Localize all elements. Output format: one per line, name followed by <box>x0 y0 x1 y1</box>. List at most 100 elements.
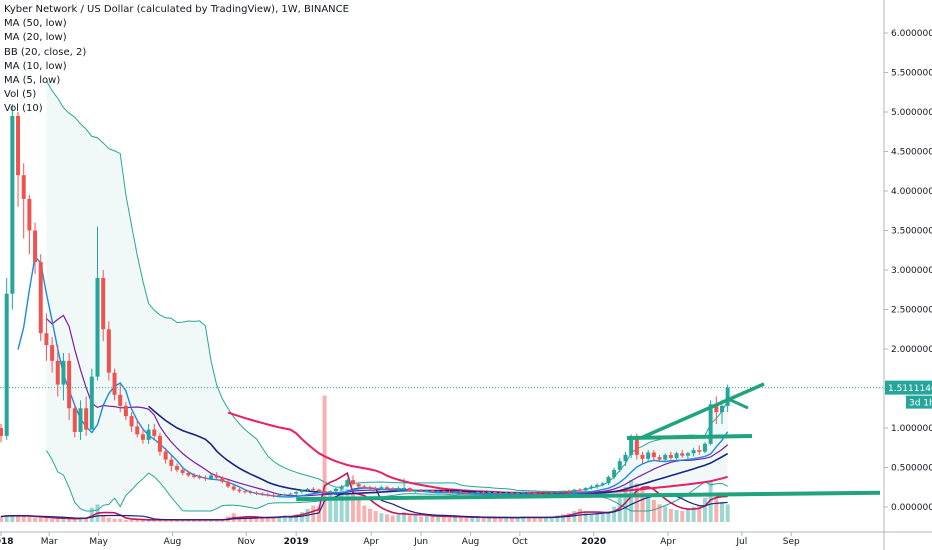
indicator-ma50[interactable]: MA (50, low) <box>4 18 67 30</box>
volume-bar <box>657 504 662 522</box>
volume-bar <box>350 494 355 522</box>
candle-body <box>180 469 185 474</box>
volume-bar <box>470 517 475 522</box>
candle-body <box>305 488 310 491</box>
indicator-vol10[interactable]: Vol (10) <box>4 103 43 115</box>
trendlines <box>0 382 884 502</box>
volume-bar <box>685 508 690 522</box>
candle-body <box>617 461 622 470</box>
candle-body <box>220 477 225 482</box>
volume-bar <box>322 395 327 522</box>
volume-bar <box>447 517 452 522</box>
volume-bar <box>106 517 111 522</box>
volume-bar <box>651 500 656 522</box>
volume-bar <box>390 515 395 522</box>
volume-bar <box>526 517 531 522</box>
candle-body <box>38 262 43 334</box>
x-tick-label: Aug <box>462 537 480 547</box>
candle-body <box>612 469 617 477</box>
volume-bar <box>67 518 72 522</box>
volume-bar <box>561 514 566 522</box>
candle-body <box>509 492 514 494</box>
candle-body <box>663 454 668 460</box>
candle-body <box>657 457 662 460</box>
candle-body <box>169 459 174 466</box>
candle-body <box>174 465 179 470</box>
candle-body <box>0 428 3 436</box>
volume-bar <box>27 516 32 522</box>
volume-bar <box>214 519 219 522</box>
candle-body <box>4 293 9 436</box>
volume-bar <box>333 497 338 522</box>
candle-body <box>464 492 469 494</box>
x-tick-label: Oct <box>512 537 528 547</box>
volume-bar <box>61 518 66 522</box>
candle-body <box>333 488 338 492</box>
volume-bar <box>55 518 60 522</box>
candle-body <box>453 491 458 493</box>
volume-bar <box>555 515 560 522</box>
volume-bar <box>0 516 3 522</box>
volume-bar <box>78 517 83 522</box>
candle-body <box>719 405 724 413</box>
indicator-ma10[interactable]: MA (10, low) <box>4 60 67 72</box>
bb-fill <box>46 80 728 511</box>
last-price-label: 1.51111460 <box>888 384 932 394</box>
candle-body <box>532 492 537 494</box>
volume-bar <box>89 507 94 522</box>
x-tick-label: Jun <box>413 537 428 547</box>
candle-body <box>237 489 242 492</box>
candle-body <box>634 437 639 455</box>
candle-body <box>61 360 66 385</box>
y-tick-label: 5.00000000 <box>891 108 932 118</box>
volume-bar <box>373 511 378 522</box>
candle-body <box>345 480 350 487</box>
volume-bar <box>356 500 361 522</box>
countdown-tag <box>906 395 932 409</box>
volume-bar <box>498 517 503 522</box>
candle-body <box>680 453 685 456</box>
candle-body <box>322 491 327 493</box>
volume-bar <box>436 516 441 522</box>
volume-bar <box>697 505 702 522</box>
countdown-label: 3d 1h <box>909 399 932 409</box>
indicator-vol5[interactable]: Vol (5) <box>4 89 37 101</box>
candle-body <box>674 453 679 459</box>
candle-body <box>27 198 32 231</box>
volume-bar <box>294 514 299 522</box>
candle-body <box>123 405 128 417</box>
candle-body <box>578 489 583 491</box>
candle-body <box>316 489 321 492</box>
candle-body <box>583 488 588 491</box>
indicator-ma5[interactable]: MA (5, low) <box>4 75 61 87</box>
volume-bar <box>169 519 174 522</box>
indicator-bb[interactable]: BB (20, close, 2) <box>4 46 87 58</box>
volume-bar <box>566 513 571 522</box>
x-tick-label: Apr <box>660 537 676 547</box>
volume-bar <box>192 519 197 522</box>
candle-body <box>651 452 656 458</box>
volume-bar <box>595 513 600 522</box>
candle-body <box>78 408 83 432</box>
candle-body <box>294 491 299 494</box>
candle-body <box>498 492 503 494</box>
candle-body <box>379 487 384 489</box>
volume-bar <box>413 515 418 522</box>
candle-body <box>328 491 333 493</box>
volume-bar <box>16 515 21 522</box>
volume-bar <box>509 517 514 522</box>
candle-body <box>668 454 673 459</box>
candle-body <box>33 230 38 263</box>
indicator-ma20[interactable]: MA (20, low) <box>4 32 67 44</box>
volume-bar <box>174 519 179 522</box>
candle-body <box>95 277 100 377</box>
volume-bar <box>385 514 390 522</box>
y-tick-label: 1.00000000 <box>891 424 932 434</box>
candle-body <box>407 488 412 492</box>
x-tick-label: Mar <box>41 537 58 547</box>
candle-body <box>44 333 49 346</box>
volume-bar <box>396 514 401 522</box>
candle-body <box>492 491 497 493</box>
volume-bar <box>186 519 191 522</box>
